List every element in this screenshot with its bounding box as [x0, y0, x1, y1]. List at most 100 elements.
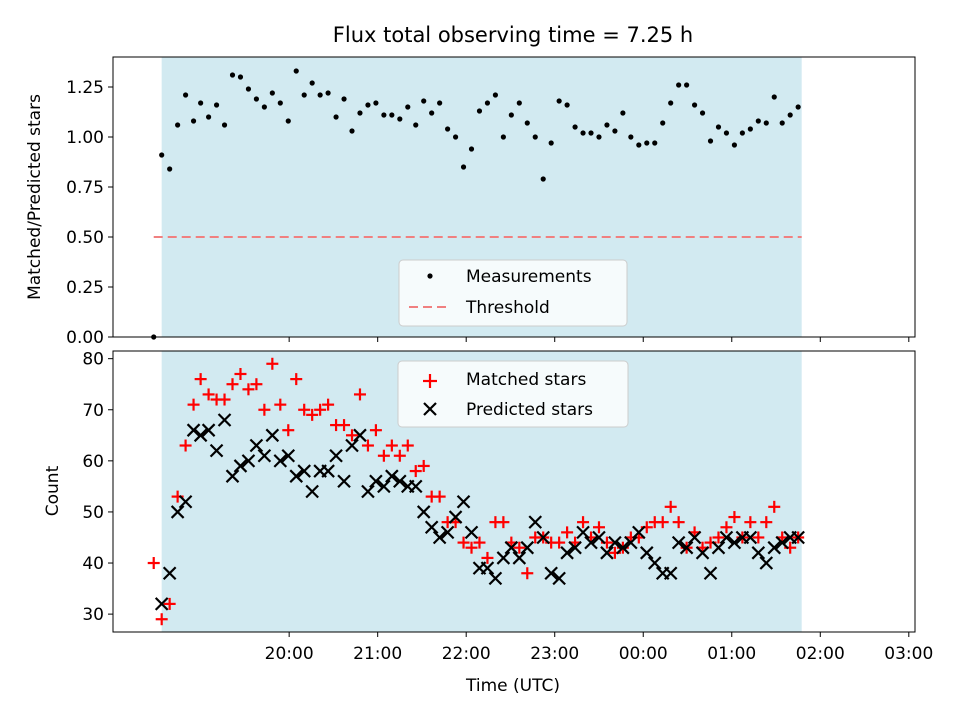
measurement-point: [684, 82, 690, 88]
legend-matched-label: Matched stars: [466, 370, 586, 390]
predicted-point-b: [568, 540, 582, 555]
matched-point: [147, 557, 160, 570]
y-tick-label: 0.50: [66, 228, 104, 248]
predicted-point: [528, 515, 543, 529]
predicted-point: [178, 494, 193, 509]
predicted-point: [671, 535, 686, 550]
measurement-point: [564, 102, 570, 108]
predicted-point: [727, 535, 742, 550]
predicted-point-b: [217, 413, 232, 427]
matched-point: [720, 521, 733, 534]
predicted-point: [775, 535, 789, 550]
predicted-point-b: [592, 530, 606, 545]
measurement-point: [556, 98, 562, 104]
predicted-point: [448, 510, 463, 524]
top-legend: Measurements Threshold: [398, 259, 628, 327]
count-points: [147, 357, 805, 626]
measurement-point: [715, 124, 722, 130]
y-tick-label: 1.00: [66, 128, 104, 148]
bottom-legend-box: [397, 360, 629, 428]
measurement-point: [699, 110, 706, 116]
matched-point: [768, 500, 781, 513]
predicted-point: [233, 459, 248, 473]
predicted-point-b: [496, 551, 511, 565]
matched-point: [672, 516, 685, 529]
measurement-point: [159, 152, 165, 158]
x-tick-label: 22:00: [442, 644, 491, 664]
measurement-point: [198, 100, 204, 106]
predicted-point-b: [679, 540, 694, 555]
matched-point: [481, 551, 494, 564]
measurement-point: [652, 140, 658, 146]
measurement-point: [548, 140, 554, 146]
y-tick-label: 0.75: [66, 178, 104, 198]
measurement-point: [333, 114, 339, 120]
predicted-point: [791, 530, 805, 545]
legend-measurements-marker: [427, 273, 433, 279]
predicted-point: [353, 428, 367, 443]
matched-point: [298, 403, 311, 416]
predicted-point-b: [193, 428, 208, 443]
top-y-axis-label: Matched/Predicted stars: [25, 94, 45, 300]
matched-point: [369, 424, 382, 437]
measurement-point: [182, 92, 189, 98]
predicted-point: [329, 448, 343, 463]
predicted-point-b: [456, 494, 471, 509]
predicted-point-b: [305, 484, 319, 499]
matched-point: [521, 567, 534, 580]
predicted-point: [225, 469, 240, 483]
predicted-point: [647, 556, 662, 570]
predicted-point-b: [520, 540, 535, 555]
matched-point: [346, 429, 359, 442]
predicted-point-b: [512, 551, 527, 565]
legend-measurements-label: Measurements: [466, 267, 592, 287]
predicted-point-b: [504, 540, 519, 555]
predicted-point: [520, 540, 535, 555]
measurement-point: [413, 122, 419, 128]
predicted-point: [576, 525, 590, 540]
predicted-point: [337, 474, 351, 489]
predicted-point: [767, 540, 782, 555]
matched-point: [728, 511, 741, 524]
measurement-point: [277, 100, 283, 106]
predicted-point: [377, 479, 391, 494]
predicted-point-b: [369, 474, 383, 489]
measurement-point: [787, 112, 793, 118]
predicted-point-b: [321, 464, 335, 478]
predicted-point-b: [544, 566, 558, 581]
predicted-point: [321, 464, 335, 478]
measurement-point: [468, 146, 475, 152]
predicted-point: [512, 551, 527, 565]
predicted-point-b: [393, 474, 407, 489]
predicted-point: [249, 438, 264, 453]
matched-point: [465, 541, 478, 554]
predicted-point-b: [751, 546, 766, 560]
bottom-y-axis-ticks: 30 40 50 60 70 80: [82, 350, 113, 625]
bottom-axes-frame: [112, 350, 916, 633]
predicted-point-b: [695, 546, 710, 560]
measurement-point: [167, 166, 173, 172]
legend-predicted-label: Predicted stars: [466, 400, 593, 420]
y-tick-label: 0.00: [66, 328, 104, 348]
measurement-point: [237, 74, 244, 80]
measurement-point: [405, 104, 411, 110]
x-tick-label: 20:00: [265, 644, 314, 664]
measurement-point: [476, 108, 483, 114]
predicted-point-b: [687, 530, 702, 545]
predicted-point: [393, 474, 407, 489]
matched-point: [290, 373, 303, 386]
measurement-point: [763, 120, 769, 126]
predicted-point: [432, 530, 447, 545]
predicted-point-b: [480, 561, 495, 575]
predicted-point-b: [273, 454, 288, 468]
x-tick-label: 03:00: [884, 644, 933, 664]
matched-point: [322, 398, 335, 411]
predicted-point-b: [727, 535, 742, 550]
measurement-point: [269, 90, 275, 96]
predicted-point: [632, 525, 646, 540]
matched-point: [409, 465, 422, 478]
predicted-point: [663, 566, 678, 581]
predicted-point: [456, 494, 471, 509]
predicted-point: [624, 535, 638, 550]
matched-point: [361, 439, 374, 452]
